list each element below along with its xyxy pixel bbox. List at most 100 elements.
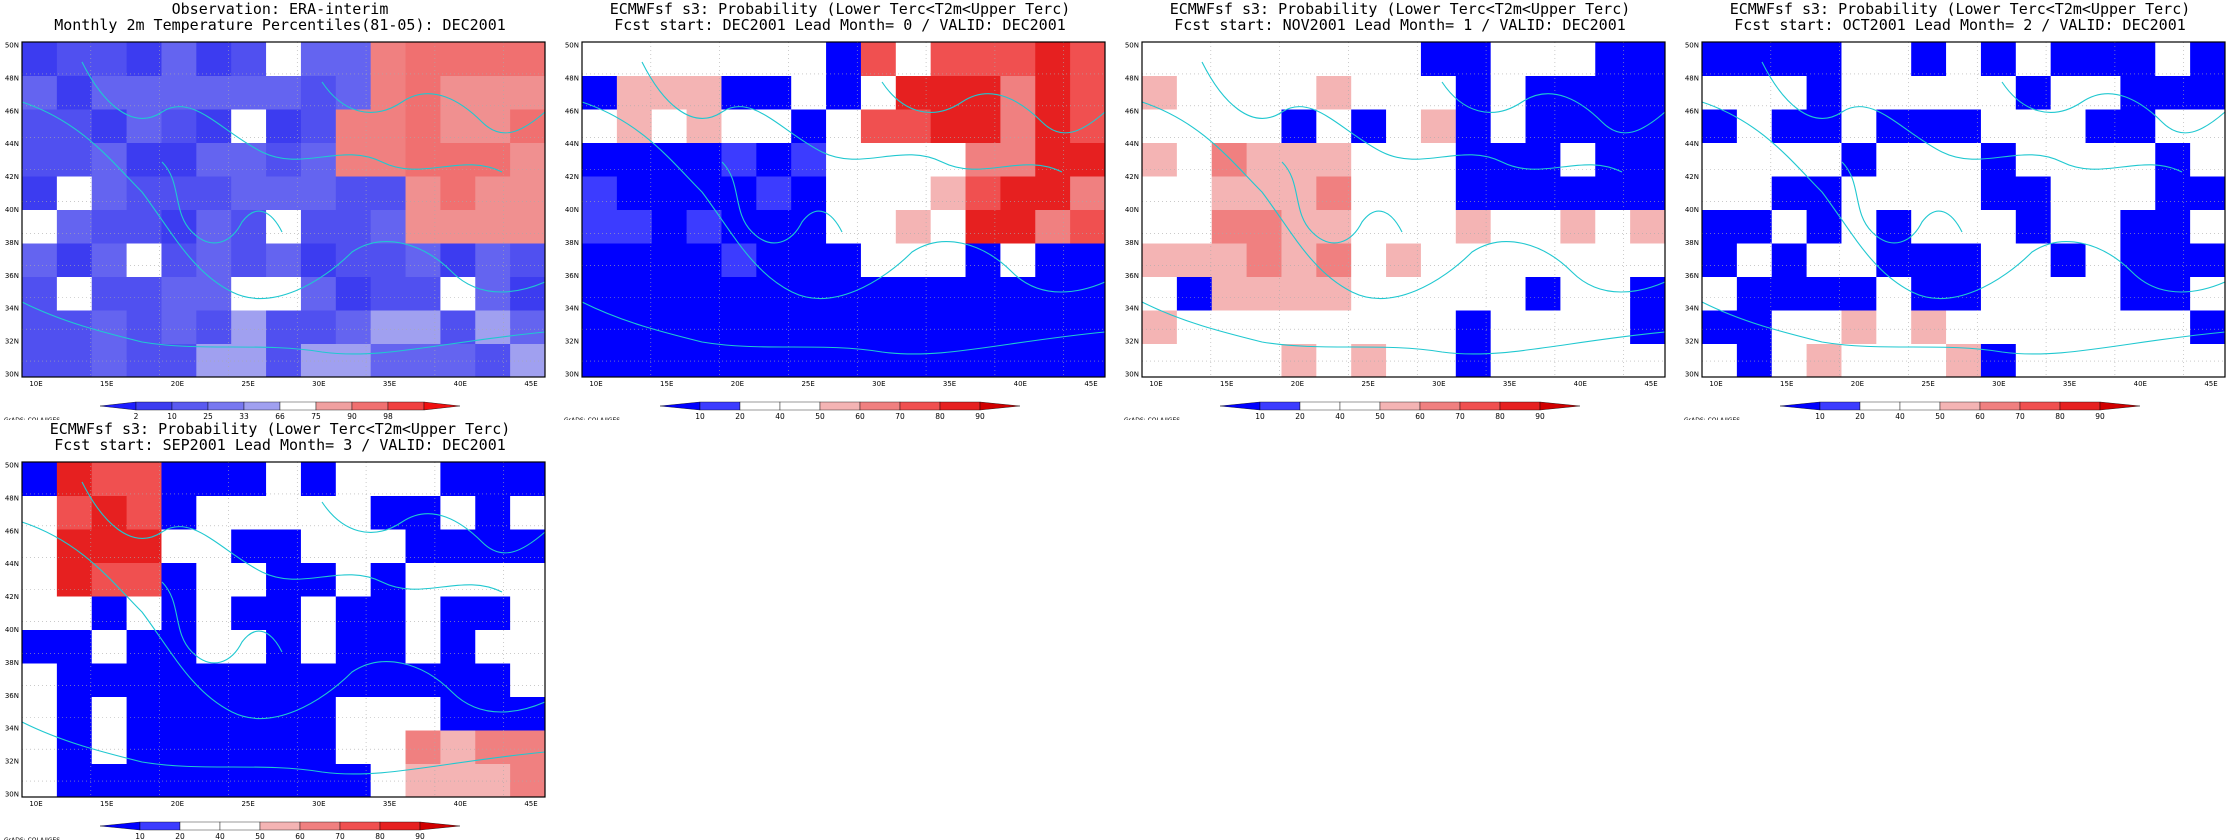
grid-cell (1911, 310, 1947, 344)
grid-cell (1525, 42, 1561, 76)
colorbar-swatch (299, 821, 341, 831)
lon-tick-label: 45E (1644, 380, 1657, 388)
grid-cell (196, 696, 232, 731)
grid-cell (161, 142, 197, 177)
coastline (81, 481, 503, 593)
grid-cell (22, 529, 58, 563)
grid-cell (56, 343, 93, 378)
lat-tick-label: 34N (5, 725, 19, 733)
grid-cell (1630, 142, 1666, 177)
grid-cell (440, 562, 476, 597)
grid-cell (1035, 343, 1071, 378)
grid-cell (1211, 75, 1248, 110)
grid-cell (300, 109, 337, 143)
lat-tick-label: 48N (1125, 74, 1139, 82)
grid-cell (2085, 343, 2121, 378)
grid-cell (1595, 276, 1631, 311)
grid-cell (860, 343, 897, 378)
grid-cell (510, 109, 546, 143)
lat-tick-label: 38N (565, 239, 579, 247)
grid-cell (1142, 276, 1178, 311)
lat-tick-label: 44N (1125, 140, 1139, 148)
grid-cell (1595, 75, 1631, 110)
grid-cell (91, 495, 128, 530)
lon-tick-label: 35E (2063, 380, 2076, 388)
grid-cell (1911, 109, 1947, 143)
grid-cell (1281, 176, 1317, 210)
grid-cell (965, 42, 1001, 76)
colorbar-swatch (207, 401, 245, 411)
grid-cell (895, 276, 932, 311)
grid-cell (335, 276, 372, 311)
grid-cell (721, 42, 757, 76)
grid-cell (1211, 209, 1248, 244)
grid-cell (1876, 42, 1912, 76)
grid-cell (196, 42, 232, 76)
grid-cell (475, 75, 511, 110)
grid-cell (231, 243, 267, 277)
grid-cell (1980, 343, 2017, 378)
panel-title-line2: Fcst start: NOV2001 Lead Month= 1 / VALI… (1174, 16, 1626, 34)
colorbar-swatch (423, 401, 461, 411)
grid-cell (756, 243, 792, 277)
grid-cell (2190, 243, 2226, 277)
grid-cell (1525, 142, 1561, 177)
grid-cell (510, 462, 546, 496)
grid-cell (56, 276, 93, 311)
colorbar-label: 20 (1295, 412, 1305, 420)
grid-cell (2155, 343, 2191, 378)
grid-cell (126, 562, 162, 597)
grid-cell (475, 529, 511, 563)
grid-cell (2085, 42, 2121, 76)
grid-cell (1595, 209, 1631, 244)
grid-cell (1876, 109, 1912, 143)
grid-cell (651, 276, 688, 311)
grid-cell (1070, 209, 1106, 244)
grid-cell (1595, 176, 1631, 210)
grid-cell (1771, 176, 1808, 210)
grid-cell (1176, 75, 1213, 110)
panel-title-line1: ECMWFsf s3: Probability (Lower Terc<T2m<… (610, 0, 1071, 18)
colorbar-swatch (1859, 401, 1901, 411)
colorbar-swatch (387, 401, 425, 411)
grid-cell (1070, 176, 1106, 210)
grid-cell (370, 629, 407, 664)
lat-tick-label: 38N (1685, 239, 1699, 247)
grid-cell (2190, 310, 2226, 344)
colorbar-label: 90 (2095, 412, 2105, 420)
grid-cell (161, 663, 197, 697)
grid-cell (1281, 243, 1317, 277)
grid-cell (930, 243, 967, 277)
grid-cell (161, 596, 197, 630)
grid-cell (1630, 243, 1666, 277)
grid-cell (161, 343, 197, 378)
lon-tick-label: 25E (241, 800, 254, 808)
grid-cell (510, 310, 546, 344)
grid-cell (510, 142, 546, 177)
colorbar-swatch (659, 401, 701, 411)
lat-tick-label: 32N (5, 758, 19, 766)
grid-cell (2015, 109, 2052, 143)
grid-cell (1841, 209, 1877, 244)
grid-cell (1806, 343, 1842, 378)
grid-cell (1281, 75, 1317, 110)
grid-cell (196, 276, 232, 311)
lat-tick-label: 50N (5, 42, 19, 50)
grid-cell (1281, 276, 1317, 311)
colorbar: 10 20 40 50 60 70 80 90 (659, 401, 1021, 420)
colorbar-label: 50 (1935, 412, 1945, 420)
grid-cell (1630, 75, 1666, 110)
colorbar-label: 80 (375, 832, 385, 840)
grid-cell (161, 629, 197, 664)
grid-cell (1736, 209, 1773, 244)
grid-cell (300, 276, 337, 311)
grid-cell (1351, 310, 1387, 344)
grid-cell (196, 529, 232, 563)
lat-tick-label: 44N (5, 140, 19, 148)
grid-cell (721, 109, 757, 143)
colorbar-swatch (351, 401, 389, 411)
grid-cell (1246, 209, 1282, 244)
grid-cell (2190, 209, 2226, 244)
grid-cell (266, 629, 302, 664)
grid-cell (440, 663, 476, 697)
